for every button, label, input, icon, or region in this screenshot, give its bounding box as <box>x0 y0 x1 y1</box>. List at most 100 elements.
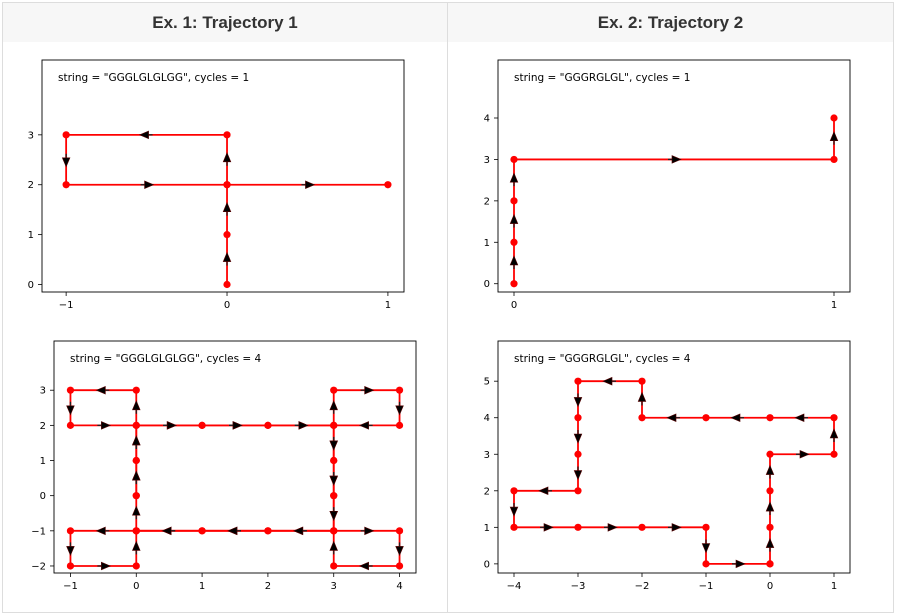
trajectory-point <box>66 386 75 394</box>
y-tick-label: 0 <box>40 491 46 502</box>
direction-arrow <box>97 421 112 430</box>
direction-arrow <box>132 435 141 449</box>
direction-arrow <box>294 421 309 430</box>
y-tick-label: 1 <box>484 238 490 249</box>
trajectory-point <box>62 131 70 139</box>
x-tick-label: 1 <box>385 300 391 311</box>
direction-arrow <box>358 421 373 430</box>
direction-arrow <box>329 400 338 414</box>
x-tick-label: 0 <box>767 581 773 592</box>
trajectory-point <box>330 456 338 465</box>
direction-arrow <box>668 155 682 164</box>
trajectory-point <box>330 386 338 394</box>
x-tick-label: 0 <box>511 300 517 311</box>
direction-arrow <box>132 400 141 414</box>
direction-arrow <box>509 255 519 269</box>
trajectory-point <box>264 421 272 429</box>
x-tick-label: −4 <box>507 581 522 592</box>
plot-ex1-cycles-1: −1 0 1 0 1 2 3 string = "GGGLGLGLGG", cycles = … <box>28 59 405 311</box>
direction-arrow <box>95 526 110 536</box>
trajectory-point <box>66 527 75 535</box>
x-tick-label: 0 <box>133 581 139 592</box>
trajectory-point <box>198 421 206 429</box>
trajectory-point <box>510 487 518 495</box>
plot-axes-frame <box>497 340 851 574</box>
trajectory-point <box>66 562 75 570</box>
trajectory-point <box>395 386 404 394</box>
trajectory-point <box>574 487 582 495</box>
y-tick-label: 3 <box>28 130 34 141</box>
trajectory-point <box>766 487 774 495</box>
y-tick-label: 2 <box>28 180 34 191</box>
direction-arrow <box>358 561 373 571</box>
column-header-ex1: Ex. 1: Trajectory 1 <box>2 2 448 44</box>
direction-arrow <box>794 413 808 422</box>
direction-arrow <box>301 180 316 189</box>
y-tick-label: 3 <box>40 386 46 397</box>
y-tick-label: 0 <box>484 279 490 290</box>
direction-arrow <box>765 537 775 552</box>
trajectory-point <box>132 386 140 394</box>
direction-arrow <box>509 213 519 228</box>
trajectory-point <box>223 231 231 239</box>
trajectory-point <box>395 527 404 535</box>
x-tick-label: 0 <box>224 300 230 311</box>
direction-arrow <box>329 540 338 555</box>
trajectory-point <box>766 560 774 568</box>
direction-arrow <box>329 472 338 486</box>
trajectory-point <box>198 527 206 535</box>
direction-arrow <box>668 523 682 532</box>
direction-arrow <box>132 505 141 520</box>
direction-arrow <box>132 470 141 485</box>
trajectory-point <box>330 421 338 429</box>
trajectory-point <box>510 523 518 531</box>
trajectory-point <box>510 197 518 205</box>
direction-arrow <box>227 526 241 536</box>
direction-arrow <box>540 523 554 532</box>
plot-ex1-cycles-4: −1 0 1 2 3 4 −2 −1 0 1 2 3 string = "GGGLGLGLGG", cy… <box>31 340 417 592</box>
plot-annotation: string = "GGGLGLGLGG", cycles = 1 <box>58 72 249 84</box>
plot-axes-frame <box>497 59 851 293</box>
y-tick-label: 0 <box>28 280 34 291</box>
direction-arrow <box>222 201 232 216</box>
trajectory-point <box>510 238 518 246</box>
trajectory-point <box>223 280 231 289</box>
y-tick-label: −1 <box>31 526 46 537</box>
direction-arrow <box>163 421 177 430</box>
trajectory-point <box>766 414 774 422</box>
trajectory-point <box>223 131 231 139</box>
direction-arrow <box>829 428 839 442</box>
trajectory-point <box>510 280 518 288</box>
direction-arrow <box>604 523 618 532</box>
y-tick-label: 1 <box>40 456 46 467</box>
direction-arrow <box>229 421 243 430</box>
y-tick-label: 3 <box>484 155 490 166</box>
direction-arrow <box>95 385 110 395</box>
y-tick-label: 1 <box>484 523 490 534</box>
direction-arrow <box>61 153 71 168</box>
trajectory-point <box>330 562 338 570</box>
plot-annotation: string = "GGGRGLGL", cycles = 1 <box>514 72 690 84</box>
direction-arrow <box>132 540 141 555</box>
direction-arrow <box>140 180 155 189</box>
trajectory-point <box>702 560 710 568</box>
y-tick-label: 2 <box>484 196 490 207</box>
trajectory-point <box>766 450 774 458</box>
direction-arrow <box>637 391 647 406</box>
y-tick-label: 0 <box>484 559 490 570</box>
direction-arrow <box>765 464 775 479</box>
x-tick-label: −1 <box>59 300 74 311</box>
trajectory-point <box>395 562 404 570</box>
trajectory-point <box>830 114 838 122</box>
trajectory-point <box>702 523 710 531</box>
trajectory-point <box>330 527 338 535</box>
trajectory-point <box>62 181 70 189</box>
direction-arrow <box>509 503 519 517</box>
direction-arrow <box>97 561 112 571</box>
y-tick-label: 1 <box>28 230 34 241</box>
trajectory-point <box>223 181 231 189</box>
trajectory-point <box>395 421 404 429</box>
y-tick-label: −2 <box>31 561 46 572</box>
direction-arrow <box>360 385 375 395</box>
direction-arrow <box>66 542 75 557</box>
